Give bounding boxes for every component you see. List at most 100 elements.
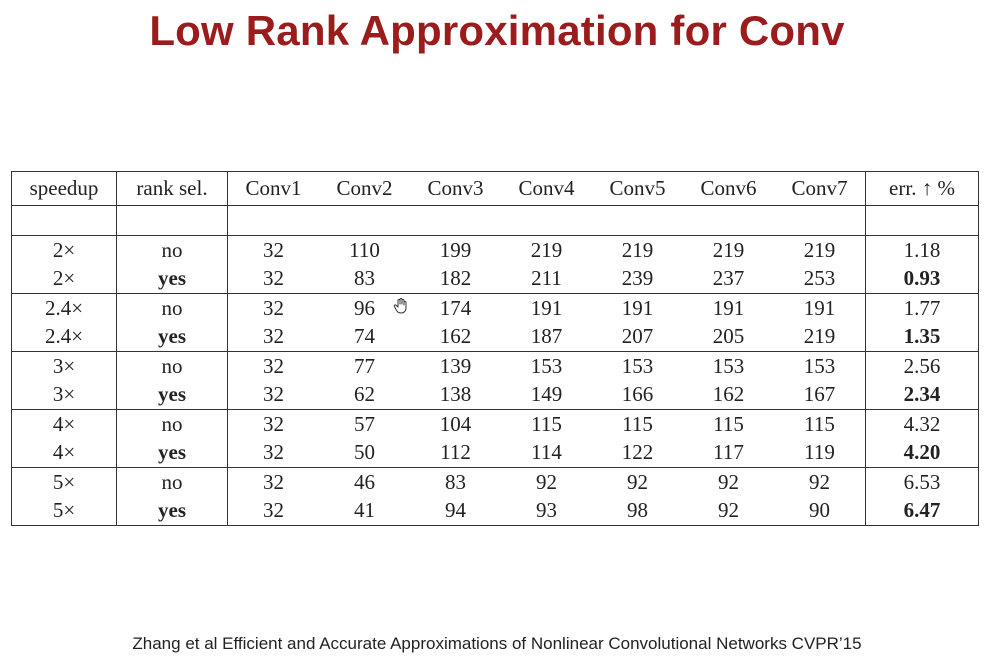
cell-conv2: 74: [319, 322, 410, 352]
cell-conv1: 32: [227, 380, 319, 410]
cell-conv4: 211: [501, 264, 592, 294]
cell-conv6: 92: [718, 469, 739, 494]
results-table-container: speedup rank sel. Conv1 Conv2 Conv3 Conv…: [11, 171, 979, 526]
cell-err: 4.32: [865, 409, 979, 438]
cell-err: 6.53: [865, 467, 979, 496]
cell-conv7: 119: [774, 438, 866, 468]
header-spacer-row: [11, 205, 979, 236]
cell-speedup: 4×: [11, 409, 117, 438]
cell-conv4: 115: [531, 411, 562, 436]
table-header-row: speedup rank sel. Conv1 Conv2 Conv3 Conv…: [11, 171, 979, 206]
cell-conv4: 187: [501, 322, 592, 352]
header-conv6: Conv6: [683, 171, 774, 206]
cell-conv4: 153: [530, 353, 563, 378]
cell-rank-sel: yes: [116, 380, 228, 410]
cell-speedup: 5×: [11, 467, 117, 496]
cell-conv5: 122: [592, 438, 683, 468]
cell-conv4: 93: [501, 496, 592, 526]
cell-rank-sel: yes: [116, 264, 228, 294]
cell-speedup: 5×: [11, 496, 117, 526]
table-row: 4× yes 32 50 112 114 122 117 119 4.20: [11, 438, 979, 468]
cell-conv6: 219: [712, 237, 745, 262]
hand-cursor-icon: [393, 298, 407, 314]
cell-conv5: 153: [621, 353, 654, 378]
cell-err: 2.34: [865, 380, 979, 410]
cell-conv1: 32: [263, 469, 284, 494]
header-conv1: Conv1: [227, 171, 319, 206]
cell-conv4: 149: [501, 380, 592, 410]
cell-conv3: 94: [410, 496, 501, 526]
cell-speedup: 3×: [11, 351, 117, 380]
table-row: 5× no 32 46 83 92 92 92 92 6.53: [11, 467, 979, 496]
cell-speedup: 2.4×: [11, 293, 117, 322]
cell-speedup: 4×: [11, 438, 117, 468]
cell-rank-sel: no: [116, 351, 228, 380]
cell-err: 1.35: [865, 322, 979, 352]
cell-conv1: 32: [263, 411, 284, 436]
cell-conv7: 153: [774, 351, 866, 380]
cell-err: 1.18: [865, 235, 979, 264]
cell-conv6: 92: [683, 496, 774, 526]
cell-conv5: 219: [621, 237, 654, 262]
cell-conv1: 32: [227, 438, 319, 468]
cell-conv4: 191: [530, 295, 563, 320]
cell-conv5: 191: [621, 295, 654, 320]
cell-conv7: 115: [774, 409, 866, 438]
cell-conv5: 115: [622, 411, 653, 436]
cell-speedup: 2×: [11, 264, 117, 294]
cell-conv3: 139: [439, 353, 472, 378]
cell-conv1: 32: [263, 353, 284, 378]
cell-conv3: 182: [410, 264, 501, 294]
cell-rank-sel: no: [116, 467, 228, 496]
cell-conv5: 98: [592, 496, 683, 526]
cell-conv1: 32: [227, 496, 319, 526]
cell-conv7: 92: [774, 467, 866, 496]
cell-rank-sel: yes: [116, 438, 228, 468]
cell-conv6: 115: [713, 411, 744, 436]
cell-err: 6.47: [865, 496, 979, 526]
table-row: 2× no 32 110 199 219 219 219 219 1.18: [11, 235, 979, 264]
cell-conv2: 96: [354, 295, 375, 320]
cell-conv7: 167: [774, 380, 866, 410]
cell-conv3: 138: [410, 380, 501, 410]
table-row: 4× no 32 57 104 115 115 115 115 4.32: [11, 409, 979, 438]
cell-conv5: 92: [627, 469, 648, 494]
cell-conv1: 32: [263, 237, 284, 262]
results-table: speedup rank sel. Conv1 Conv2 Conv3 Conv…: [11, 171, 979, 526]
cell-conv6: 191: [712, 295, 745, 320]
citation: Zhang et al Efficient and Accurate Appro…: [132, 634, 862, 653]
cell-conv3: 162: [410, 322, 501, 352]
table-row: 2.4× no 32 96 174 191 191 191 191 1.77: [11, 293, 979, 322]
cell-err: 4.20: [865, 438, 979, 468]
cell-rank-sel: no: [116, 235, 228, 264]
cell-conv6: 205: [683, 322, 774, 352]
cell-conv1: 32: [263, 295, 284, 320]
cell-speedup: 3×: [11, 380, 117, 410]
cell-conv5: 166: [592, 380, 683, 410]
cell-conv3: 174: [439, 295, 472, 320]
header-conv5: Conv5: [592, 171, 683, 206]
header-rank-sel: rank sel.: [116, 171, 228, 206]
cell-conv7: 219: [774, 235, 866, 264]
cell-conv7: 90: [774, 496, 866, 526]
cell-conv5: 207: [592, 322, 683, 352]
cell-conv4: 219: [530, 237, 563, 262]
table-row: 3× no 32 77 139 153 153 153 153 2.56: [11, 351, 979, 380]
cell-rank-sel: no: [116, 293, 228, 322]
table-row: 2.4× yes 32 74 162 187 207 205 219 1.35: [11, 322, 979, 352]
cell-conv4: 92: [536, 469, 557, 494]
cell-conv2: 57: [354, 411, 375, 436]
cell-speedup: 2.4×: [11, 322, 117, 352]
cell-conv2: 41: [319, 496, 410, 526]
header-speedup: speedup: [11, 171, 117, 206]
cell-conv6: 162: [683, 380, 774, 410]
cell-speedup: 2×: [11, 235, 117, 264]
header-conv2: Conv2: [319, 171, 410, 206]
cell-conv2: 62: [319, 380, 410, 410]
cell-rank-sel: yes: [116, 322, 228, 352]
header-conv4: Conv4: [501, 171, 592, 206]
cell-err: 2.56: [865, 351, 979, 380]
cell-conv6: 117: [683, 438, 774, 468]
cell-conv3: 104: [439, 411, 472, 436]
cell-err: 0.93: [865, 264, 979, 294]
